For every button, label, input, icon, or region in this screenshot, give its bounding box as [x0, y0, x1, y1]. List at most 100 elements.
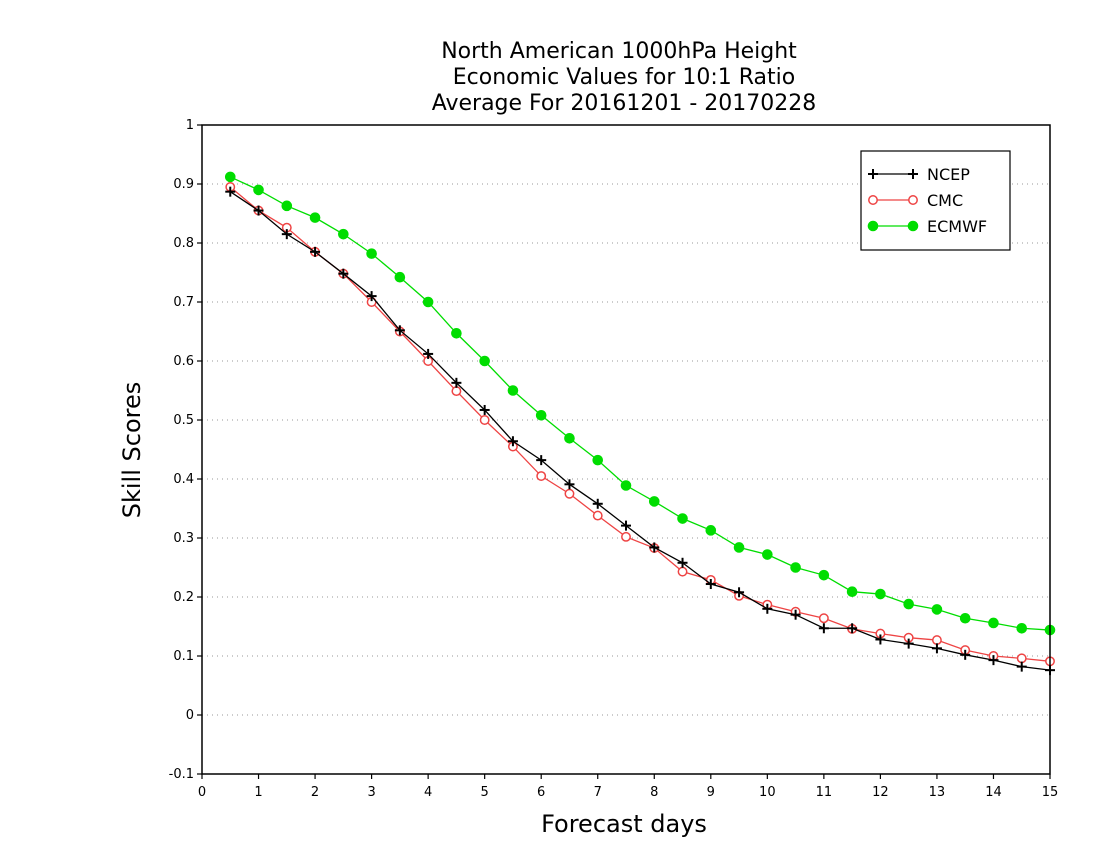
- data-point-ecmwf: [705, 525, 717, 536]
- data-point-cmc: [479, 415, 490, 425]
- series-cmc: [225, 182, 1055, 667]
- x-tick-label: 10: [759, 785, 776, 800]
- data-point-ncep: [536, 455, 547, 466]
- data-point-cmc: [564, 488, 575, 499]
- chart-title: North American 1000hPa Height Economic V…: [432, 39, 817, 116]
- x-tick-label: 2: [311, 785, 319, 800]
- data-point-ncep: [960, 649, 971, 660]
- x-tick-label: 11: [816, 785, 833, 800]
- data-point-ecmwf: [281, 200, 293, 212]
- data-point-ecmwf: [479, 355, 490, 367]
- data-point-ncep: [310, 246, 321, 257]
- data-point-ecmwf: [338, 228, 349, 240]
- data-point-ecmwf: [592, 454, 604, 466]
- data-point-ncep: [847, 623, 858, 634]
- data-point-ncep: [818, 623, 829, 634]
- data-point-ecmwf: [394, 271, 406, 283]
- x-tick-label: 7: [594, 785, 602, 800]
- data-point-cmc: [1016, 653, 1027, 664]
- data-point-cmc: [536, 471, 547, 481]
- x-tick-label: 9: [707, 785, 715, 800]
- data-point-cmc: [451, 386, 462, 397]
- series-ecmwf: [224, 171, 1056, 636]
- legend-item-ecmwf: ECMWF: [867, 217, 987, 236]
- data-point-ecmwf: [224, 171, 236, 183]
- data-point-ncep: [507, 436, 518, 447]
- data-point-ncep: [734, 587, 745, 598]
- y-tick-label: 0.3: [173, 531, 194, 546]
- data-point-ncep: [875, 634, 886, 645]
- data-point-ecmwf: [366, 248, 377, 259]
- x-axis: 0 1 2 3 4 5 6 7 8 9 10 11 12 13 14 15: [198, 774, 1058, 800]
- legend-label-cmc: CMC: [927, 191, 963, 210]
- y-tick-label: 0.1: [173, 649, 194, 664]
- data-point-ncep: [931, 643, 942, 654]
- data-point-ecmwf: [507, 385, 519, 396]
- data-point-ecmwf: [762, 549, 773, 560]
- data-point-ncep: [423, 348, 434, 359]
- data-point-ecmwf: [903, 598, 914, 610]
- series-line-ncep: [229, 191, 1051, 671]
- data-point-ncep: [394, 325, 405, 336]
- y-tick-label: 0.2: [173, 590, 194, 605]
- data-point-ncep: [903, 638, 914, 649]
- legend-marker-cmc: [868, 195, 878, 205]
- y-tick-label: 0.8: [173, 236, 194, 251]
- grid-lines: [202, 183, 1050, 716]
- data-point-ecmwf: [875, 588, 886, 600]
- data-point-ncep: [479, 404, 490, 415]
- data-point-ecmwf: [253, 184, 264, 196]
- data-point-ecmwf: [931, 604, 943, 615]
- legend-label-ncep: NCEP: [927, 165, 970, 184]
- data-point-ecmwf: [648, 496, 660, 507]
- data-point-ncep: [790, 609, 801, 620]
- data-point-ncep: [564, 479, 575, 490]
- x-tick-label: 4: [424, 785, 432, 800]
- chart-title-line-3: Average For 20161201 - 20170228: [432, 91, 817, 116]
- data-point-ecmwf: [733, 542, 745, 553]
- x-tick-label: 8: [650, 785, 658, 800]
- legend: NCEP CMC ECMWF: [860, 150, 1011, 251]
- y-axis: -0.1 0 0.1 0.2 0.3 0.4 0.5 0.6 0.7 0.8 0.9 1: [169, 118, 202, 782]
- x-axis-title: Forecast days: [541, 810, 707, 838]
- x-tick-label: 13: [929, 785, 946, 800]
- data-point-cmc: [677, 566, 688, 577]
- series-line-cmc: [229, 186, 1051, 662]
- data-point-ncep: [762, 603, 773, 614]
- data-point-ncep: [253, 205, 264, 216]
- x-tick-label: 3: [367, 785, 375, 800]
- data-point-ncep: [338, 268, 349, 279]
- data-point-cmc: [818, 613, 829, 624]
- y-tick-label: 0.6: [173, 354, 194, 369]
- data-point-ncep: [621, 520, 631, 531]
- y-tick-label: 0.5: [173, 413, 194, 428]
- legend-marker-ncep: [868, 169, 878, 179]
- chart-title-line-2: Economic Values for 10:1 Ratio: [453, 65, 795, 90]
- data-point-ecmwf: [564, 432, 575, 444]
- y-tick-label: 0.9: [173, 177, 194, 192]
- data-point-ecmwf: [846, 586, 858, 597]
- series-ncep: [225, 186, 1055, 676]
- legend-item-cmc: CMC: [868, 191, 963, 210]
- x-tick-label: 15: [1042, 785, 1059, 800]
- legend-label-ecmwf: ECMWF: [927, 217, 987, 236]
- data-point-ncep: [705, 579, 716, 590]
- data-point-ecmwf: [677, 513, 688, 524]
- data-point-ncep: [1016, 661, 1027, 672]
- legend-marker-ecmwf: [867, 220, 879, 232]
- data-point-cmc: [931, 635, 942, 646]
- y-tick-label: 0.4: [173, 472, 194, 487]
- plot-area-frame: [201, 124, 1051, 775]
- data-point-ncep: [451, 377, 462, 388]
- data-point-ecmwf: [988, 617, 999, 629]
- x-tick-label: 1: [254, 785, 262, 800]
- y-axis-title: Skill Scores: [118, 382, 146, 519]
- y-tick-label: 0.7: [173, 295, 194, 310]
- data-point-ncep: [366, 291, 377, 302]
- y-tick-label: 1: [186, 118, 194, 133]
- legend-marker-ncep: [908, 169, 918, 179]
- legend-item-ncep: NCEP: [868, 165, 970, 184]
- data-point-ecmwf: [818, 569, 830, 581]
- y-tick-label: 0: [186, 708, 194, 723]
